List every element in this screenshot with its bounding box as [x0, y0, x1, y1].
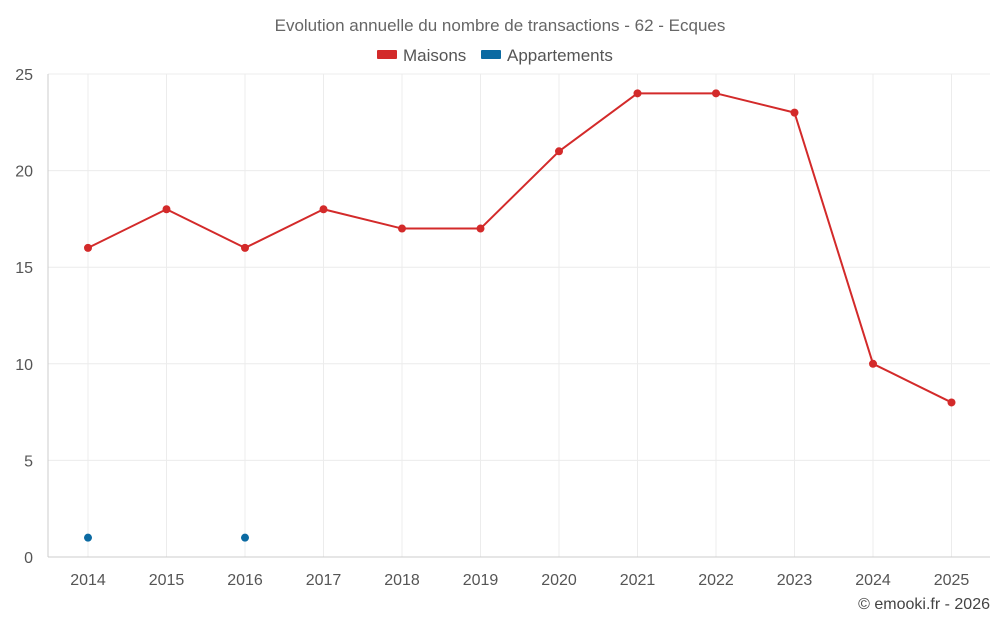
y-axis: 0 5 10 15 20 25: [15, 67, 49, 567]
x-tick-label: 2015: [149, 572, 185, 589]
x-tick-label: 2024: [855, 572, 891, 589]
legend-swatch-appartements: [481, 50, 501, 59]
legend-swatch-maisons: [377, 50, 397, 59]
y-tick-label: 20: [15, 164, 33, 181]
legend-item-appartements[interactable]: Appartements: [481, 46, 613, 65]
y-tick-label: 15: [15, 260, 33, 277]
x-tick-label: 2017: [306, 572, 342, 589]
x-tick-label: 2025: [934, 572, 970, 589]
data-point-appartements[interactable]: [241, 533, 249, 542]
data-point-maisons[interactable]: [712, 89, 720, 98]
x-tick-label: 2018: [384, 572, 420, 589]
x-tick-label: 2014: [70, 572, 106, 589]
x-tick-label: 2019: [463, 572, 499, 589]
data-point-appartements[interactable]: [84, 533, 92, 542]
x-tick-label: 2023: [777, 572, 813, 589]
data-point-maisons[interactable]: [555, 147, 563, 156]
x-tick-label: 2016: [227, 572, 263, 589]
data-point-maisons[interactable]: [162, 205, 171, 214]
legend: Maisons Appartements: [377, 46, 613, 65]
series-line-maisons: [87, 92, 952, 404]
grid: [48, 73, 990, 557]
legend-item-maisons[interactable]: Maisons: [377, 46, 466, 65]
series-layer: [84, 89, 956, 542]
legend-label-appartements: Appartements: [507, 46, 613, 65]
chart-title: Evolution annuelle du nombre de transact…: [275, 16, 726, 35]
x-tick-label: 2022: [698, 572, 734, 589]
y-tick-label: 0: [24, 550, 33, 567]
data-point-maisons[interactable]: [869, 359, 877, 368]
data-point-maisons[interactable]: [633, 89, 642, 98]
credit: © emooki.fr - 2026: [858, 596, 990, 613]
data-point-maisons[interactable]: [241, 243, 249, 252]
data-point-maisons[interactable]: [476, 224, 485, 233]
x-tick-label: 2020: [541, 572, 577, 589]
series-maisons: [84, 89, 956, 407]
y-tick-label: 5: [24, 453, 33, 470]
series-appartements: [84, 533, 249, 542]
data-point-maisons[interactable]: [319, 205, 328, 214]
data-point-maisons[interactable]: [84, 243, 92, 252]
legend-label-maisons: Maisons: [403, 46, 466, 65]
x-tick-label: 2021: [620, 572, 656, 589]
data-point-maisons[interactable]: [947, 398, 956, 407]
data-point-maisons[interactable]: [398, 224, 406, 233]
y-tick-label: 25: [15, 67, 33, 84]
x-axis: 2014 2015 2016 2017 2018 2019 2020 2021 2022 2023…: [48, 556, 990, 589]
data-point-maisons[interactable]: [790, 108, 799, 117]
y-tick-label: 10: [15, 357, 33, 374]
